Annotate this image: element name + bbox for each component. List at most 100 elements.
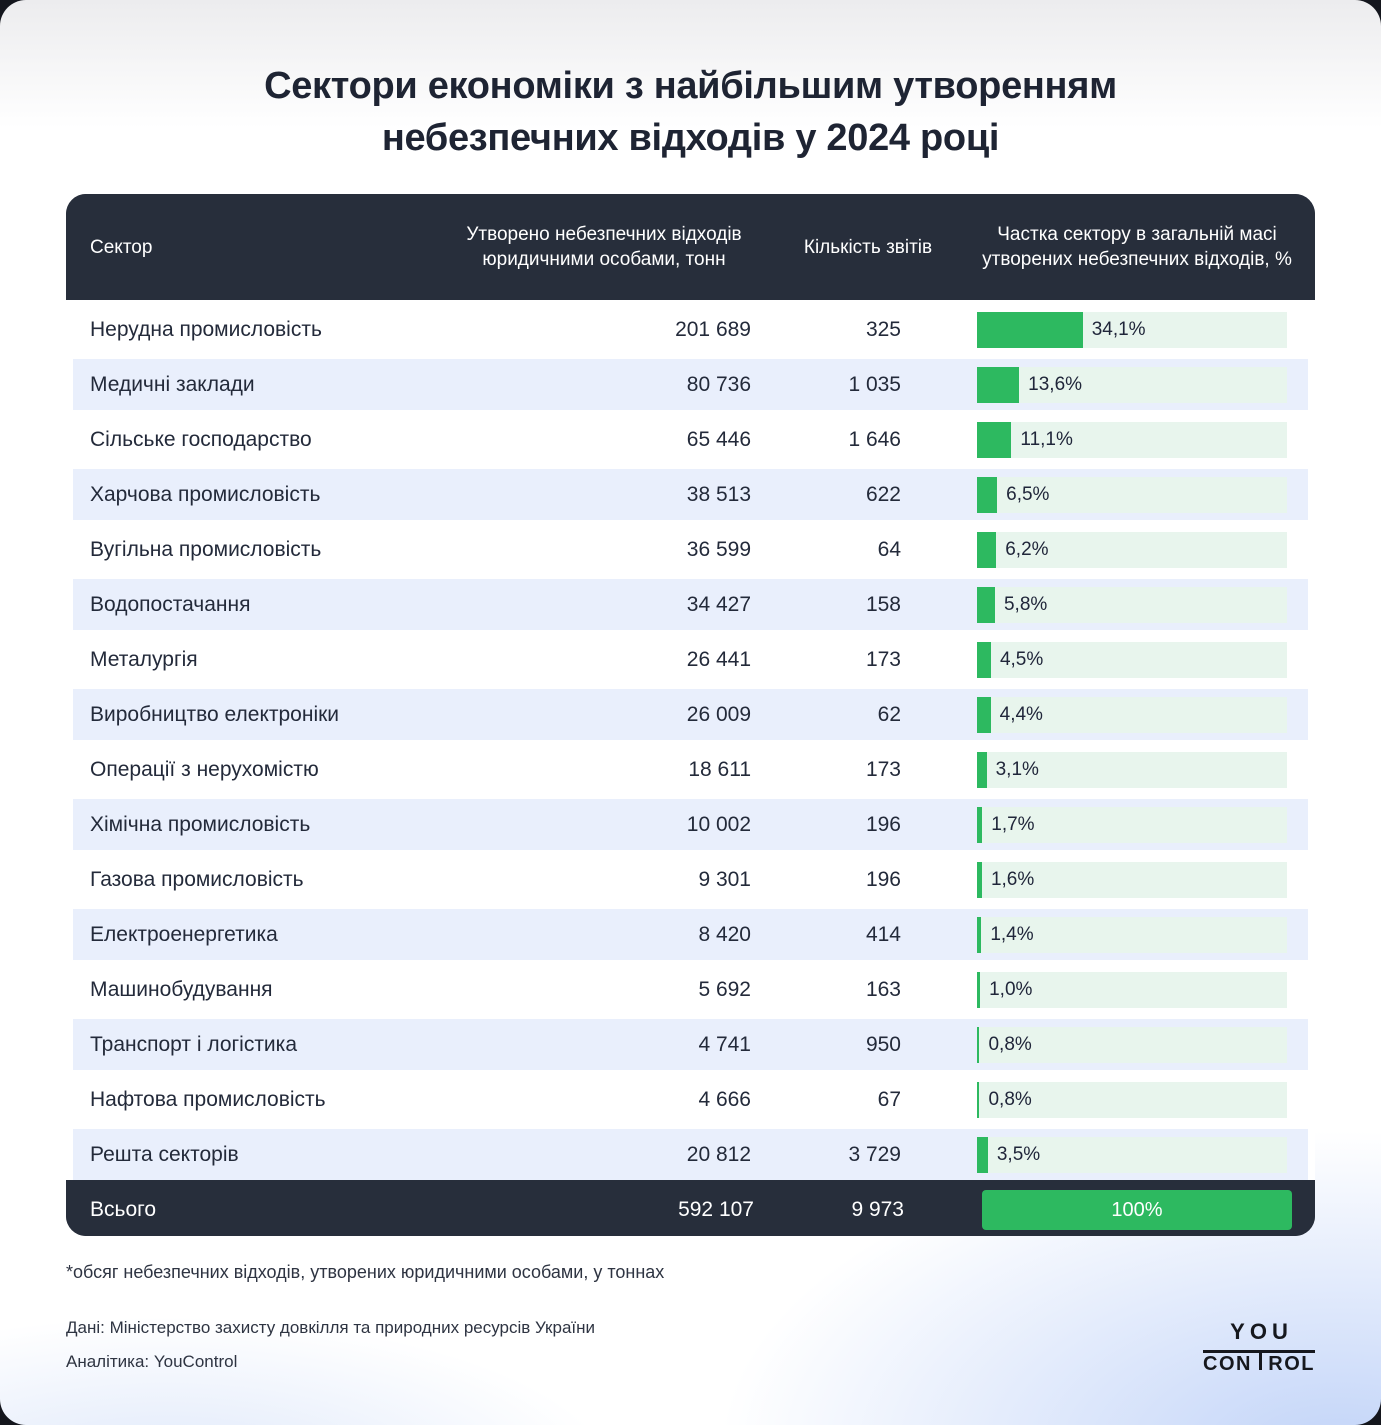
- reports-count-value: 622: [865, 482, 901, 506]
- share-bar-label: 4,4%: [999, 703, 1043, 725]
- waste-tonnes-value: 4 741: [698, 1032, 751, 1056]
- waste-tonnes-value: 4 666: [698, 1087, 751, 1111]
- total-reports: 9 973: [851, 1198, 904, 1221]
- sector-name: Машинобудування: [90, 977, 273, 1001]
- bottom-row: Дані: Міністерство захисту довкілля та п…: [66, 1311, 1315, 1379]
- header-reports: Кількість звітів: [803, 236, 933, 258]
- table-row: Харчова промисловість 38 513 622 6,5%: [73, 469, 1308, 520]
- waste-tonnes-value: 20 812: [686, 1142, 751, 1166]
- share-bar-fill: [977, 366, 1020, 403]
- share-bar-label: 1,7%: [991, 813, 1035, 835]
- waste-tonnes-value: 5 692: [698, 977, 751, 1001]
- total-label: Всього: [90, 1198, 157, 1221]
- share-bar-label: 5,8%: [1003, 593, 1048, 615]
- waste-tonnes-value: 26 009: [686, 702, 751, 726]
- share-bar-track: 3,5%: [977, 1136, 1287, 1173]
- reports-count-value: 414: [865, 922, 901, 946]
- share-bar-track: 1,4%: [977, 916, 1287, 953]
- logo-rol-text: ROL: [1268, 1353, 1315, 1375]
- table-row: Металургія 26 441 173 4,5%: [73, 634, 1308, 685]
- share-bar-track: 6,2%: [977, 531, 1287, 568]
- waste-tonnes-value: 10 002: [686, 812, 751, 836]
- share-bar-fill: [977, 476, 998, 513]
- sector-name: Сільське господарство: [90, 427, 312, 451]
- reports-count-value: 3 729: [848, 1142, 901, 1166]
- sector-name: Металургія: [90, 647, 198, 671]
- waste-tonnes-value: 34 427: [686, 592, 751, 616]
- share-bar-fill: [977, 586, 995, 623]
- reports-count-value: 196: [865, 867, 901, 891]
- share-bar-fill: [977, 311, 1083, 348]
- sector-name: Нерудна промисловість: [90, 317, 322, 341]
- sector-name: Транспорт і логістика: [90, 1032, 297, 1056]
- sector-name: Вугільна промисловість: [90, 537, 322, 561]
- table-total-row: Всього 592 107 9 973 100%: [66, 1184, 1315, 1236]
- share-bar-label: 4,5%: [999, 648, 1044, 670]
- share-bar-label: 1,6%: [990, 868, 1035, 890]
- reports-count-value: 163: [865, 977, 901, 1001]
- share-bar-label: 3,5%: [996, 1143, 1041, 1165]
- data-source-line: Дані: Міністерство захисту довкілля та п…: [66, 1318, 596, 1337]
- sector-name: Решта секторів: [90, 1142, 239, 1166]
- sectors-table: Сектор Утворено небезпечних відходів юри…: [66, 194, 1315, 1236]
- table-row: Машинобудування 5 692 163 1,0%: [73, 964, 1308, 1015]
- page-title: Сектори економіки з найбільшим утворення…: [264, 65, 1117, 159]
- sector-name: Операції з нерухомістю: [90, 757, 319, 781]
- table-row: Операції з нерухомістю 18 611 173 3,1%: [73, 744, 1308, 795]
- reports-count-value: 173: [865, 647, 901, 671]
- share-bar-label: 0,8%: [988, 1033, 1032, 1055]
- share-bar-track: 13,6%: [977, 366, 1287, 403]
- share-bar-label: 1,4%: [990, 923, 1034, 945]
- table-row: Хімічна промисловість 10 002 196 1,7%: [73, 799, 1308, 850]
- sector-name: Електроенергетика: [90, 922, 278, 946]
- share-bar-fill: [977, 916, 982, 953]
- header-share: Частка сектору в загальній масі утворени…: [982, 224, 1292, 270]
- table-row: Медичні заклади 80 736 1 035 13,6%: [73, 359, 1308, 410]
- reports-count-value: 64: [877, 537, 901, 561]
- waste-tonnes-value: 80 736: [686, 372, 751, 396]
- sector-name: Нафтова промисловість: [90, 1087, 326, 1111]
- table-row: Електроенергетика 8 420 414 1,4%: [73, 909, 1308, 960]
- share-bar-track: 1,0%: [977, 971, 1287, 1008]
- share-bar-label: 6,5%: [1006, 483, 1050, 505]
- waste-tonnes-value: 65 446: [686, 427, 751, 451]
- share-bar-track: 0,8%: [977, 1081, 1287, 1118]
- waste-tonnes-value: 36 599: [686, 537, 751, 561]
- share-bar-track: 4,5%: [977, 641, 1287, 678]
- share-bar-track: 0,8%: [977, 1026, 1287, 1063]
- share-bar-label: 3,1%: [995, 758, 1039, 780]
- logo-t-stem: [1258, 1353, 1262, 1370]
- sector-name: Хімічна промисловість: [90, 812, 311, 836]
- share-bar-track: 4,4%: [977, 696, 1287, 733]
- logo-con-text: CON: [1203, 1353, 1252, 1375]
- share-bar-track: 6,5%: [977, 476, 1287, 513]
- waste-tonnes-value: 8 420: [698, 922, 751, 946]
- sector-name: Харчова промисловість: [90, 482, 321, 506]
- youcontrol-logo: YOU CON ROL: [1203, 1319, 1315, 1376]
- reports-count-value: 1 646: [848, 427, 901, 451]
- share-bar-fill: [977, 1081, 980, 1118]
- total-waste: 592 107: [678, 1198, 754, 1221]
- reports-count-value: 62: [877, 702, 901, 726]
- logo-you-text: YOU: [1230, 1319, 1293, 1344]
- table-header-row: Сектор Утворено небезпечних відходів юри…: [66, 194, 1315, 300]
- share-bar-fill: [977, 531, 997, 568]
- table-row: Решта секторів 20 812 3 729 3,5%: [73, 1129, 1308, 1180]
- share-bar-track: 34,1%: [977, 311, 1287, 348]
- share-bar-label: 6,2%: [1005, 538, 1049, 560]
- share-bar-fill: [977, 806, 983, 843]
- waste-tonnes-value: 38 513: [686, 482, 751, 506]
- table-row: Нафтова промисловість 4 666 67 0,8%: [73, 1074, 1308, 1125]
- logo-rule: [1203, 1350, 1315, 1353]
- table-body: Нерудна промисловість 201 689 325 34,1% …: [66, 300, 1315, 1180]
- share-bar-fill: [977, 421, 1012, 458]
- total-share-label: 100%: [1111, 1198, 1163, 1221]
- share-bar-track: 1,6%: [977, 861, 1287, 898]
- logo-control-text: CON ROL: [1203, 1353, 1315, 1376]
- share-bar-track: 1,7%: [977, 806, 1287, 843]
- share-bar-label: 0,8%: [988, 1088, 1032, 1110]
- reports-count-value: 196: [865, 812, 901, 836]
- total-share-bar: 100%: [982, 1190, 1292, 1230]
- share-bar-track: 5,8%: [977, 586, 1287, 623]
- reports-count-value: 158: [865, 592, 901, 616]
